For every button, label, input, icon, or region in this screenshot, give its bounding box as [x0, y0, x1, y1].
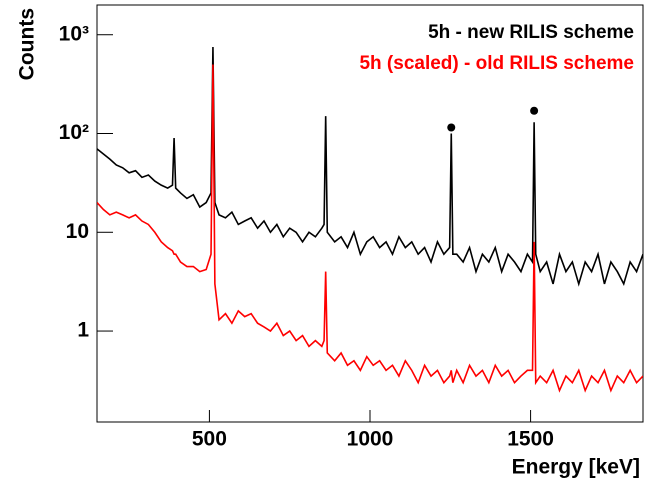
x-axis-label: Energy [keV] — [512, 456, 640, 479]
y-tick-label: 10² — [59, 121, 89, 144]
x-tick-label: 1500 — [507, 428, 554, 451]
x-tick-label: 1000 — [347, 428, 394, 451]
x-tick-label: 500 — [192, 428, 227, 451]
spectrum-line — [97, 64, 643, 393]
y-axis-label: Counts — [16, 8, 39, 80]
y-tick-label: 10 — [66, 220, 89, 243]
y-tick-label: 10³ — [59, 22, 89, 45]
peak-marker — [530, 106, 539, 115]
legend-entry: 5h (scaled) - old RILIS scheme — [359, 53, 634, 74]
peak-marker — [447, 123, 456, 132]
traces — [97, 47, 643, 393]
spectrum-line — [97, 47, 643, 287]
legend-entry: 5h - new RILIS scheme — [428, 22, 634, 43]
y-tick-label: 1 — [77, 319, 89, 342]
